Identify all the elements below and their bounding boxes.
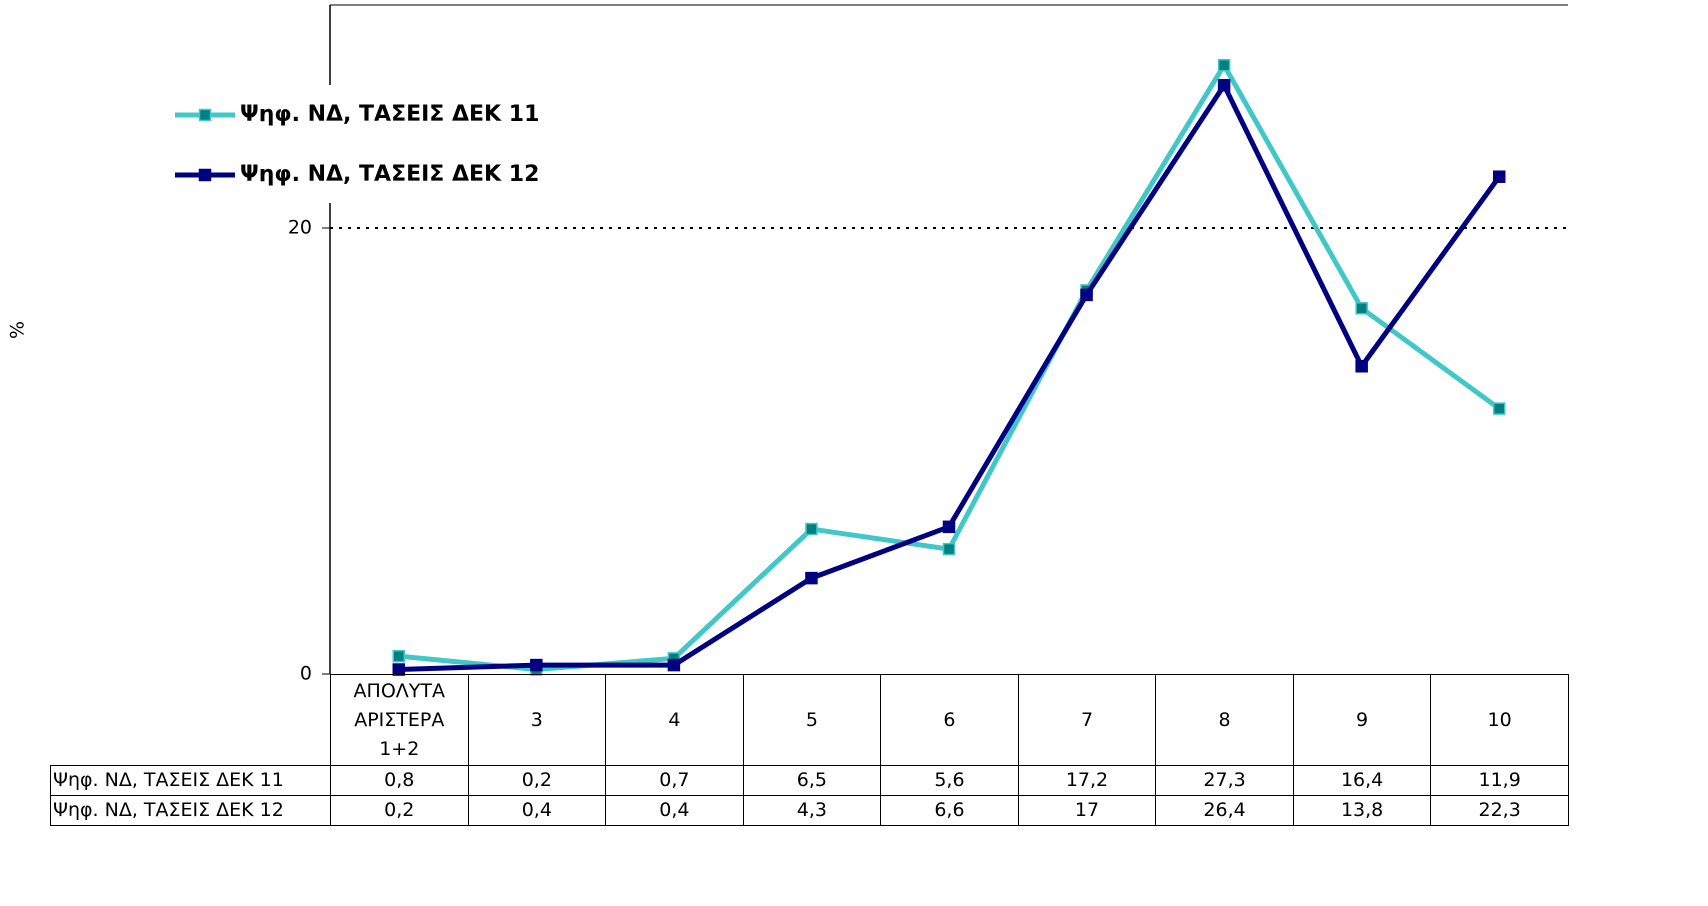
legend-label: Ψηφ. ΝΔ, ΤΑΣΕΙΣ ΔΕΚ 12 (240, 162, 539, 187)
y-tick-label: 20 (288, 217, 312, 239)
value-cell: 17,2 (1017, 765, 1157, 796)
marker (1217, 79, 1231, 92)
data-table: ΑΠΟΛΥΤΑ ΑΡΙΣΤΕΡΑ 1+2 3 4 5 6 7 8 9 10 Ψηφ. ΝΔ, ΤΑ… (50, 674, 1569, 826)
value-cell: 27,3 (1155, 765, 1294, 796)
row-header: Ψηφ. ΝΔ, ΤΑΣΕΙΣ ΔΕΚ 12 (50, 795, 331, 826)
marker (942, 520, 956, 534)
value-cell: 16,4 (1292, 765, 1432, 796)
marker (1492, 170, 1506, 183)
legend-marker (198, 168, 212, 182)
marker (942, 542, 956, 556)
marker (1217, 58, 1231, 72)
value-cell: 22,3 (1430, 795, 1569, 826)
y-tick-label: 0 (300, 663, 312, 685)
value-cell: 0,2 (467, 765, 607, 796)
y-axis-label: % (7, 321, 29, 339)
value-cell: 0,7 (605, 765, 744, 796)
series-row: Ψηφ. ΝΔ, ΤΑΣΕΙΣ ΔΕΚ 12 0,2 0,4 0,4 4,3 6,6 17 2… (50, 795, 1569, 826)
value-cell: 0,4 (467, 795, 607, 826)
category-row: ΑΠΟΛΥΤΑ ΑΡΙΣΤΕΡΑ 1+2 3 4 5 6 7 8 9 10 (51, 674, 1569, 766)
marker (392, 649, 406, 663)
marker (1355, 360, 1368, 373)
marker (1355, 302, 1368, 315)
blank-cell (51, 675, 331, 766)
marker (667, 658, 681, 672)
category-label: 10 (1430, 674, 1569, 766)
value-cell: 0,4 (605, 795, 744, 826)
value-cell: 11,9 (1430, 765, 1569, 796)
value-cell: 26,4 (1155, 795, 1294, 826)
category-label: 6 (880, 674, 1019, 766)
value-cell: 4,3 (742, 795, 882, 826)
value-cell: 6,6 (880, 795, 1019, 826)
category-label: 3 (467, 674, 607, 766)
row-header: Ψηφ. ΝΔ, ΤΑΣΕΙΣ ΔΕΚ 11 (50, 765, 331, 796)
category-label: 5 (742, 674, 882, 766)
marker (1492, 402, 1506, 415)
category-label: 4 (605, 674, 744, 766)
marker (530, 658, 543, 672)
category-label: 8 (1155, 674, 1294, 766)
value-cell: 6,5 (742, 765, 882, 796)
table-body: ΑΠΟΛΥΤΑ ΑΡΙΣΤΕΡΑ 1+2 3 4 5 6 7 8 9 10 Ψηφ. ΝΔ, ΤΑ… (50, 674, 1569, 826)
series-row: Ψηφ. ΝΔ, ΤΑΣΕΙΣ ΔΕΚ 11 0,8 0,2 0,7 6,5 5,6 17,… (50, 765, 1569, 796)
legend-marker (198, 108, 212, 122)
value-cell: 0,2 (330, 795, 469, 826)
category-label: 7 (1017, 674, 1157, 766)
value-cell: 5,6 (880, 765, 1019, 796)
legend-background (165, 85, 595, 203)
category-label: ΑΠΟΛΥΤΑ ΑΡΙΣΤΕΡΑ 1+2 (330, 674, 469, 766)
value-cell: 17 (1017, 795, 1157, 826)
value-cell: 13,8 (1292, 795, 1432, 826)
legend: Ψηφ. ΝΔ, ΤΑΣΕΙΣ ΔΕΚ 11 Ψηφ. ΝΔ, ΤΑΣΕΙΣ ΔΕ… (165, 85, 595, 203)
marker (805, 522, 818, 536)
category-label: 9 (1292, 674, 1432, 766)
value-cell: 0,8 (330, 765, 469, 796)
legend-label: Ψηφ. ΝΔ, ΤΑΣΕΙΣ ΔΕΚ 11 (240, 102, 539, 127)
marker (1080, 288, 1093, 302)
marker (805, 571, 818, 585)
